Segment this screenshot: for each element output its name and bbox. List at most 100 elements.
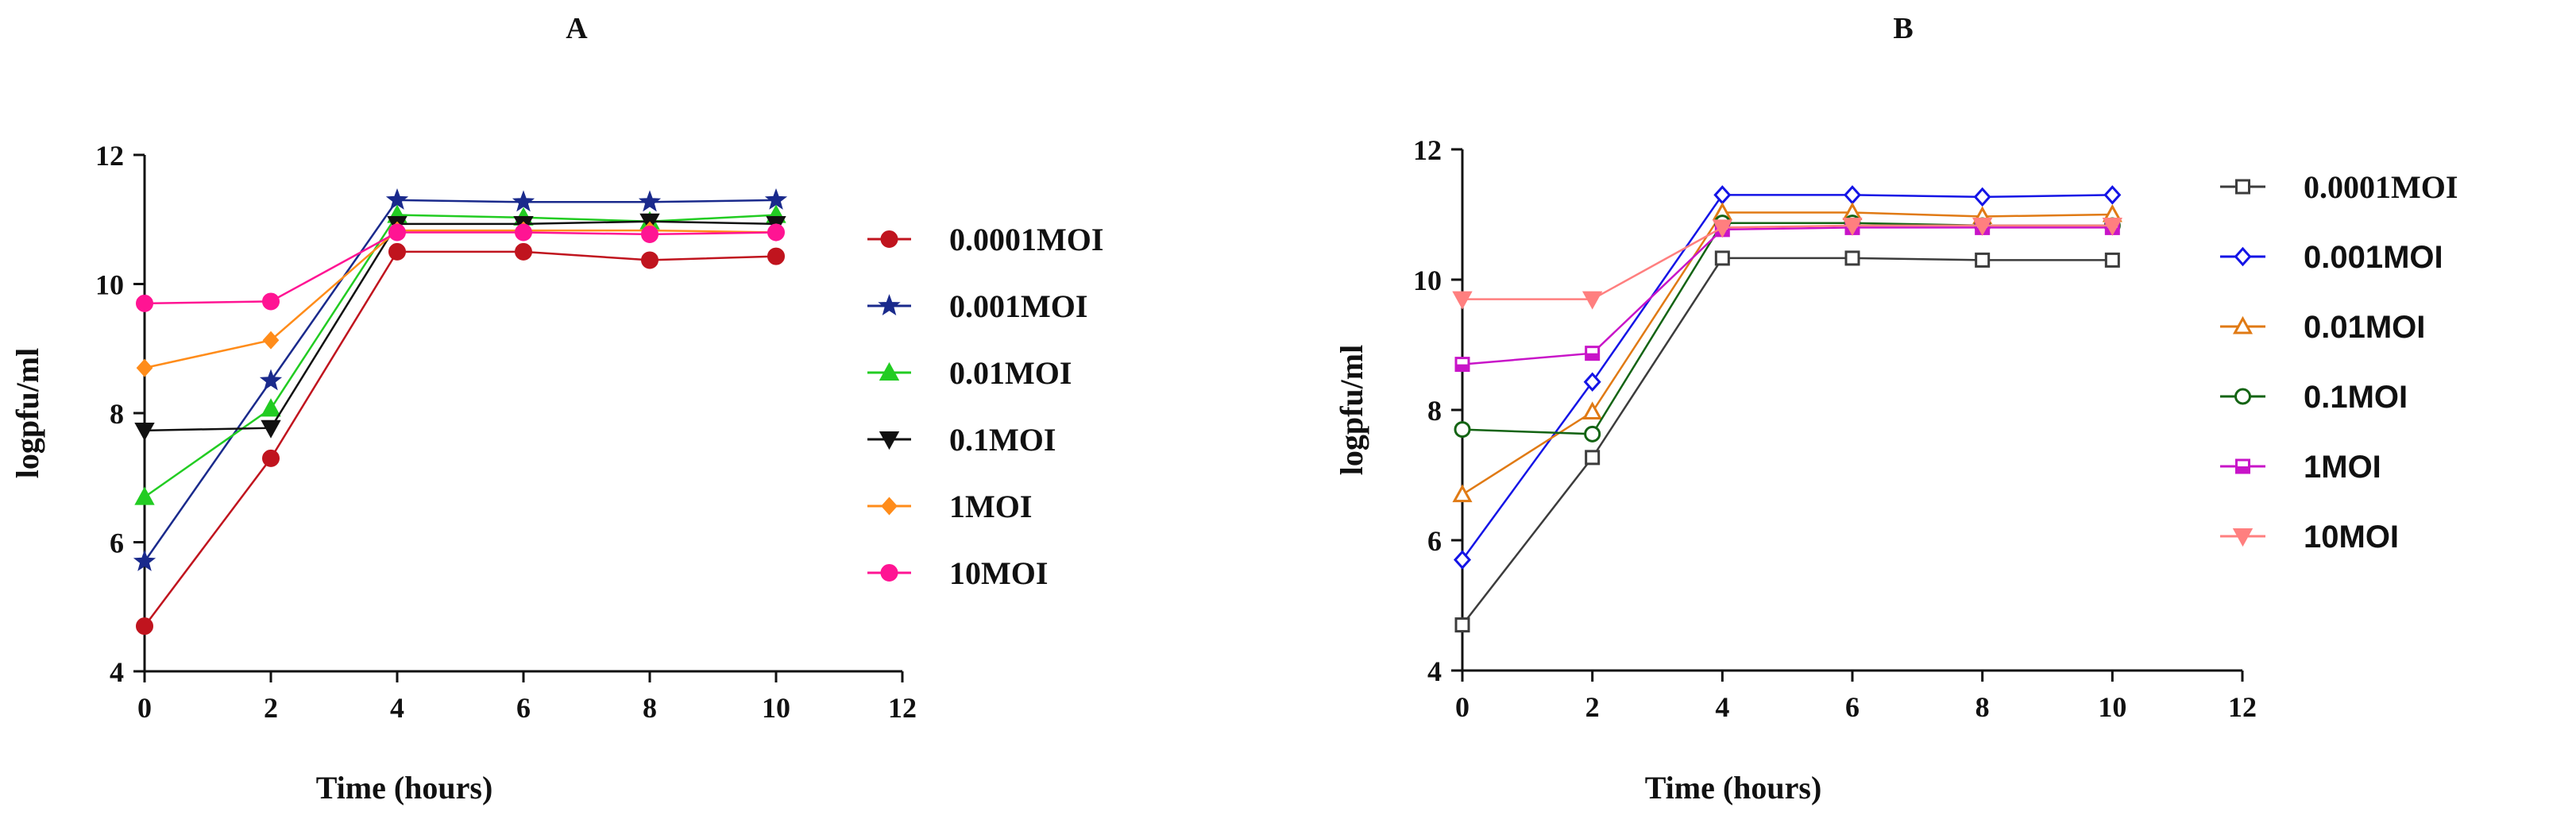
series-line	[1462, 211, 2113, 496]
data-point	[1582, 291, 1603, 310]
data-point	[1843, 185, 1862, 205]
series-line	[144, 250, 777, 627]
legend-entry: 0.01MOI	[2220, 310, 2425, 345]
series-line	[1462, 222, 2113, 435]
x-tick-label: 10	[762, 692, 790, 724]
x-tick-label: 12	[888, 692, 917, 724]
x-axis-label: Time (hours)	[1645, 770, 1822, 806]
legend-entry: 0.0001MOI	[867, 222, 1103, 257]
legend-entry: 1MOI	[867, 489, 1032, 524]
legend-label: 0.01MOI	[2304, 310, 2425, 345]
y-axis-label: logpfu/ml	[10, 348, 45, 478]
legend-label: 0.1MOI	[2304, 380, 2408, 415]
series-0	[136, 242, 785, 636]
data-point	[262, 292, 280, 311]
data-point	[385, 187, 409, 210]
panel-title: B	[1893, 12, 1913, 45]
data-point	[767, 247, 785, 265]
data-point	[388, 242, 406, 261]
data-point	[133, 549, 156, 571]
legend-marker	[881, 497, 898, 516]
series-3	[134, 213, 786, 442]
series-line	[143, 199, 777, 562]
y-tick-label: 12	[1413, 134, 1442, 166]
y-tick-label: 10	[95, 269, 124, 301]
legend-marker	[879, 361, 900, 381]
legend-label: 0.0001MOI	[949, 222, 1103, 257]
x-tick-label: 2	[1585, 691, 1600, 723]
data-point	[1454, 617, 1470, 633]
x-tick-label: 6	[516, 692, 531, 724]
legend-label: 1MOI	[949, 489, 1032, 524]
data-point	[1975, 252, 1991, 268]
x-tick-label: 10	[2098, 691, 2126, 723]
x-tick-label: 0	[137, 692, 152, 724]
x-tick-label: 4	[390, 692, 404, 724]
legend-marker-fill	[2236, 466, 2250, 473]
legend-entry: 0.1MOI	[867, 422, 1056, 458]
x-tick-label: 12	[2228, 691, 2257, 723]
data-point	[1454, 421, 1471, 439]
legend-marker	[879, 431, 900, 450]
legend-label: 0.001MOI	[2304, 240, 2443, 275]
data-point	[1844, 250, 1860, 266]
y-tick-label: 8	[1427, 395, 1442, 427]
legend-marker	[2234, 388, 2251, 405]
legend-label: 1MOI	[2304, 450, 2381, 485]
x-tick-label: 6	[1845, 691, 1860, 723]
legend-entry: 0.01MOI	[867, 355, 1072, 391]
x-tick-label: 8	[1975, 691, 1990, 723]
y-tick-label: 10	[1413, 265, 1442, 296]
legend-marker	[2232, 528, 2254, 547]
data-point	[515, 242, 532, 261]
x-tick-label: 8	[643, 692, 657, 724]
series-3	[1454, 215, 2121, 443]
panel-b: B 0 2 4 6 8 10 12 4 6 8 10 12 Time (hours) logpfu/ml 0.…	[1334, 12, 2458, 806]
data-point	[1973, 187, 1991, 207]
legend-marker	[880, 230, 898, 248]
data-point	[136, 294, 153, 312]
series-4	[136, 221, 785, 377]
data-point	[1712, 219, 1733, 238]
series-line	[1461, 194, 2113, 561]
series-0	[1454, 250, 2120, 633]
series-5	[1452, 217, 2123, 310]
data-point	[641, 225, 658, 243]
y-tick-label: 4	[1427, 655, 1442, 687]
y-tick-label: 6	[110, 528, 124, 559]
legend-entry: 0.001MOI	[2220, 240, 2443, 275]
x-tick-label: 0	[1455, 691, 1470, 723]
data-point	[262, 330, 280, 350]
data-point	[262, 449, 280, 467]
data-point	[1583, 372, 1601, 392]
data-point	[1453, 550, 1472, 570]
data-point	[2103, 185, 2122, 205]
x-tick-label: 4	[1715, 691, 1729, 723]
y-tick-label: 6	[1427, 525, 1442, 557]
legend-entry: 10MOI	[2220, 520, 2399, 555]
legend-entry: 0.001MOI	[867, 288, 1087, 324]
series-2	[1452, 202, 2122, 503]
legend-marker	[2234, 246, 2252, 267]
data-point	[136, 617, 153, 636]
legend-entry: 0.0001MOI	[2220, 169, 2458, 205]
data-point	[641, 251, 658, 269]
legend-label: 0.1MOI	[949, 422, 1056, 458]
y-tick-label: 8	[110, 398, 124, 430]
series-5	[136, 223, 785, 312]
legend-marker	[878, 294, 901, 316]
series-1	[133, 187, 788, 571]
legend-label: 0.001MOI	[949, 288, 1087, 324]
series-line	[144, 220, 777, 432]
legend-marker	[2235, 179, 2250, 195]
series-line	[144, 229, 777, 369]
data-point	[1585, 450, 1601, 466]
series-line	[1462, 224, 2113, 300]
legend-entry: 0.1MOI	[2220, 380, 2408, 415]
data-point	[261, 419, 281, 439]
legend-label: 10MOI	[949, 555, 1048, 591]
data-point	[767, 223, 785, 242]
data-point	[261, 398, 281, 417]
y-axis-label: logpfu/ml	[1334, 345, 1369, 475]
